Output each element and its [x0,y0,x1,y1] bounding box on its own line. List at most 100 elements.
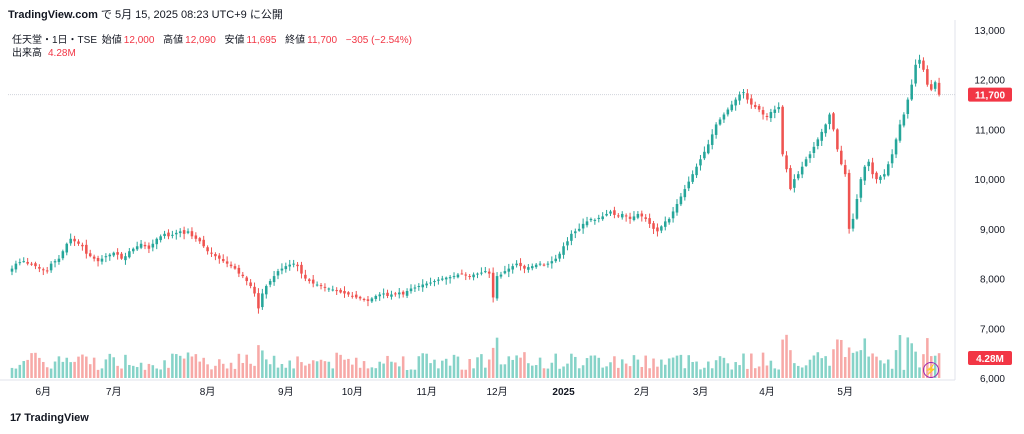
candle-body [824,124,827,134]
low-label: 安値 [224,35,245,46]
time-tick-label: 7月 [106,386,122,398]
volume-bar [875,356,878,378]
volume-bar [69,362,72,378]
volume-bar [620,359,624,378]
price-tags: 11,700 4.28M [968,87,1012,365]
candle-body [272,276,276,283]
volume-bar [836,339,839,378]
volume-bar [206,364,209,378]
volume-bar [585,358,589,378]
volume-bar [288,360,292,378]
candle-body [632,216,636,220]
candle-body [722,114,726,120]
volume-bar [632,355,636,378]
volume-bar [441,360,444,378]
volume-bar [417,356,421,378]
time-axis: 6月 7月 8月 9月 10月 11月 12月 2025 2月 3月 4月 5月 [36,386,853,398]
volume-bar [300,362,303,378]
volume-bar [339,354,342,378]
symbol-label[interactable]: 任天堂・1日・TSE [12,35,98,46]
volume-bar [96,369,100,378]
time-tick-label: 11月 [416,386,436,398]
candle-body [652,223,655,229]
footer-brand[interactable]: 17 TradingView [10,412,89,424]
volume-bar [832,349,835,378]
candle-body [804,159,808,166]
candle-body [581,223,585,229]
candle-body [186,231,190,233]
candle-body [264,286,268,295]
candle-body [394,293,397,295]
volume-bar [444,358,448,378]
candle-body [253,286,256,294]
candle-body [167,232,170,237]
volume-bar [890,368,894,378]
high-label: 高値 [163,35,184,46]
candle-body [863,166,867,181]
volume-bar [624,363,628,378]
candle-body [354,294,358,298]
candle-body [452,276,456,278]
volume-bar [687,355,691,378]
volume-bar [42,361,45,378]
volume-bar [22,361,26,378]
volume-bar [570,353,573,378]
candle-body [65,243,69,253]
candle-body [14,263,18,270]
candle-body [734,99,737,106]
candle-body [769,112,773,119]
volume-bar [617,367,620,378]
candle-body [699,159,702,166]
volume-bar [855,351,859,378]
volume-bar [883,363,886,378]
candle-body [139,243,143,248]
candle-body [61,251,65,259]
volume-bar [628,366,632,378]
candle-body [597,217,601,220]
candle-body [358,296,362,299]
candle-body [308,279,311,282]
candle-body [757,105,761,110]
time-tick-label: 9月 [278,386,294,398]
volume-bar [104,359,108,378]
volume-bar [390,361,393,378]
volume-bar [347,358,350,378]
candle-body [617,215,620,217]
candle-body [511,266,514,270]
volume-bar [175,354,178,378]
candle-body [198,238,202,242]
open-value: 12,000 [123,35,155,46]
candle-body [918,59,921,64]
volume-bar [937,353,941,378]
volume-bar [167,367,170,378]
candle-body [933,82,937,89]
candle-body [644,217,647,219]
candle-body [628,216,632,219]
volume-bar [558,368,561,378]
volume-bar [511,359,514,378]
volume-bar [671,357,675,378]
lightning-icon[interactable]: ⚡ [923,362,939,378]
last-price-tag [968,87,1012,102]
candle-body [503,271,507,274]
candle-body [331,289,335,291]
volume-bar [198,361,202,378]
volume-bar [182,358,186,378]
candle-body [202,239,205,247]
candle-body [765,115,769,117]
candle-body [85,244,88,254]
candle-body [249,282,252,287]
candle-body [879,176,882,180]
volume-bar [49,368,53,378]
publish-info: TradingView.com で 5月 15, 2025 08:23 UTC+… [8,6,283,22]
volume-bar [800,367,804,378]
volume-bar [534,365,538,378]
candle-body [464,274,468,276]
volume-bar [448,365,452,378]
candle-body [182,230,186,234]
candle-body [703,151,706,159]
candle-body [491,272,495,298]
candle-body [499,274,503,277]
price-tick-label: 10,000 [974,175,1005,186]
